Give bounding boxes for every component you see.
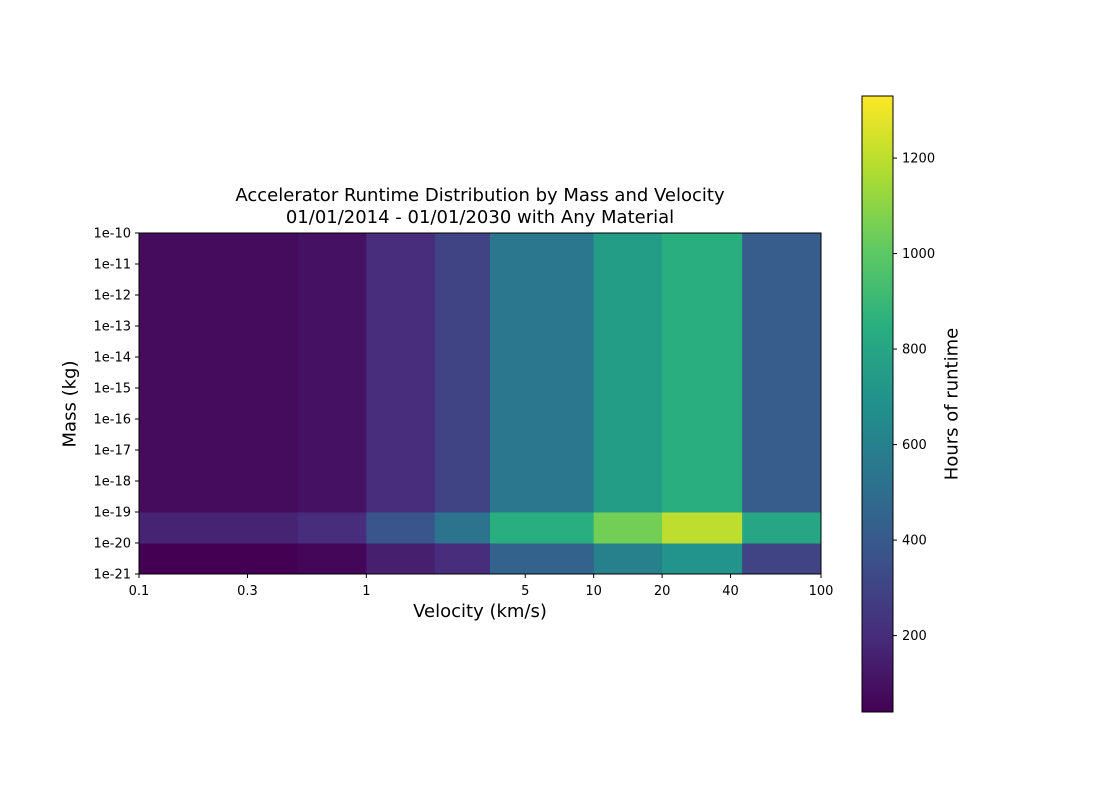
heatmap-cell (366, 512, 436, 544)
heatmap-cell (662, 233, 743, 513)
y-tick-label: 1e-21 (93, 568, 131, 583)
x-tick-label: 0.1 (129, 584, 150, 599)
x-axis-label: Velocity (km/s) (413, 601, 547, 622)
y-tick-label: 1e-12 (93, 289, 131, 304)
heatmap-cells (139, 233, 822, 575)
heatmap-cell (434, 512, 491, 544)
y-tick-label: 1e-20 (93, 537, 131, 552)
x-tick-label: 1 (362, 584, 370, 599)
y-tick-label: 1e-11 (93, 258, 131, 273)
chart-subtitle: 01/01/2014 - 01/01/2030 with Any Materia… (285, 207, 675, 228)
heatmap-cell (434, 543, 491, 575)
x-tick-label: 5 (521, 584, 529, 599)
heatmap-cell (297, 543, 367, 575)
colorbar-tick-label: 600 (902, 438, 927, 453)
colorbar-tick-label: 400 (902, 534, 927, 549)
y-tick-label: 1e-17 (93, 444, 131, 459)
plot-frame (138, 232, 822, 575)
x-axis: 0.1 0.3 1 5 10 20 40 100 (129, 574, 834, 599)
heatmap-cell (366, 233, 436, 513)
y-tick-label: 1e-14 (93, 351, 131, 366)
heatmap-cell (662, 512, 743, 544)
chart-title: Accelerator Runtime Distribution by Mass… (235, 185, 725, 206)
heatmap-cell (593, 543, 663, 575)
y-tick-label: 1e-19 (93, 506, 131, 521)
x-tick-label: 100 (809, 584, 834, 599)
y-axis: 1e-10 1e-11 1e-12 1e-13 1e-14 1e-15 1e-16 1e-17… (93, 227, 139, 583)
y-tick-label: 1e-10 (93, 227, 131, 242)
heatmap-cell (139, 512, 299, 544)
heatmap-cell (742, 543, 822, 575)
colorbar-axis: 200 400 600 800 1000 1200 (893, 152, 935, 644)
heatmap-cell (434, 233, 491, 513)
x-tick-label: 40 (722, 584, 739, 599)
y-tick-label: 1e-16 (93, 413, 131, 428)
heatmap-cell (297, 512, 367, 544)
heatmap-cell (297, 233, 367, 513)
heatmap-cell (139, 233, 299, 513)
y-tick-label: 1e-15 (93, 382, 131, 397)
colorbar-tick-label: 1200 (902, 152, 935, 167)
heatmap-cell (593, 512, 663, 544)
colorbar-tick-label: 1000 (902, 247, 935, 262)
heatmap-cell (742, 512, 822, 544)
y-tick-label: 1e-13 (93, 320, 131, 335)
heatmap-cell (742, 233, 822, 513)
heatmap-cell (490, 543, 595, 575)
colorbar (861, 95, 894, 713)
heatmap-cell (490, 233, 595, 513)
heatmap-cell (593, 233, 663, 513)
heatmap-cell (490, 512, 595, 544)
heatmap-cell (366, 543, 436, 575)
x-tick-label: 10 (585, 584, 602, 599)
colorbar-tick-label: 800 (902, 343, 927, 358)
colorbar-tick-label: 200 (902, 629, 927, 644)
x-tick-label: 20 (654, 584, 671, 599)
heatmap-cell (139, 543, 299, 575)
heatmap-cell (662, 543, 743, 575)
x-tick-label: 0.3 (237, 584, 258, 599)
y-tick-label: 1e-18 (93, 475, 131, 490)
